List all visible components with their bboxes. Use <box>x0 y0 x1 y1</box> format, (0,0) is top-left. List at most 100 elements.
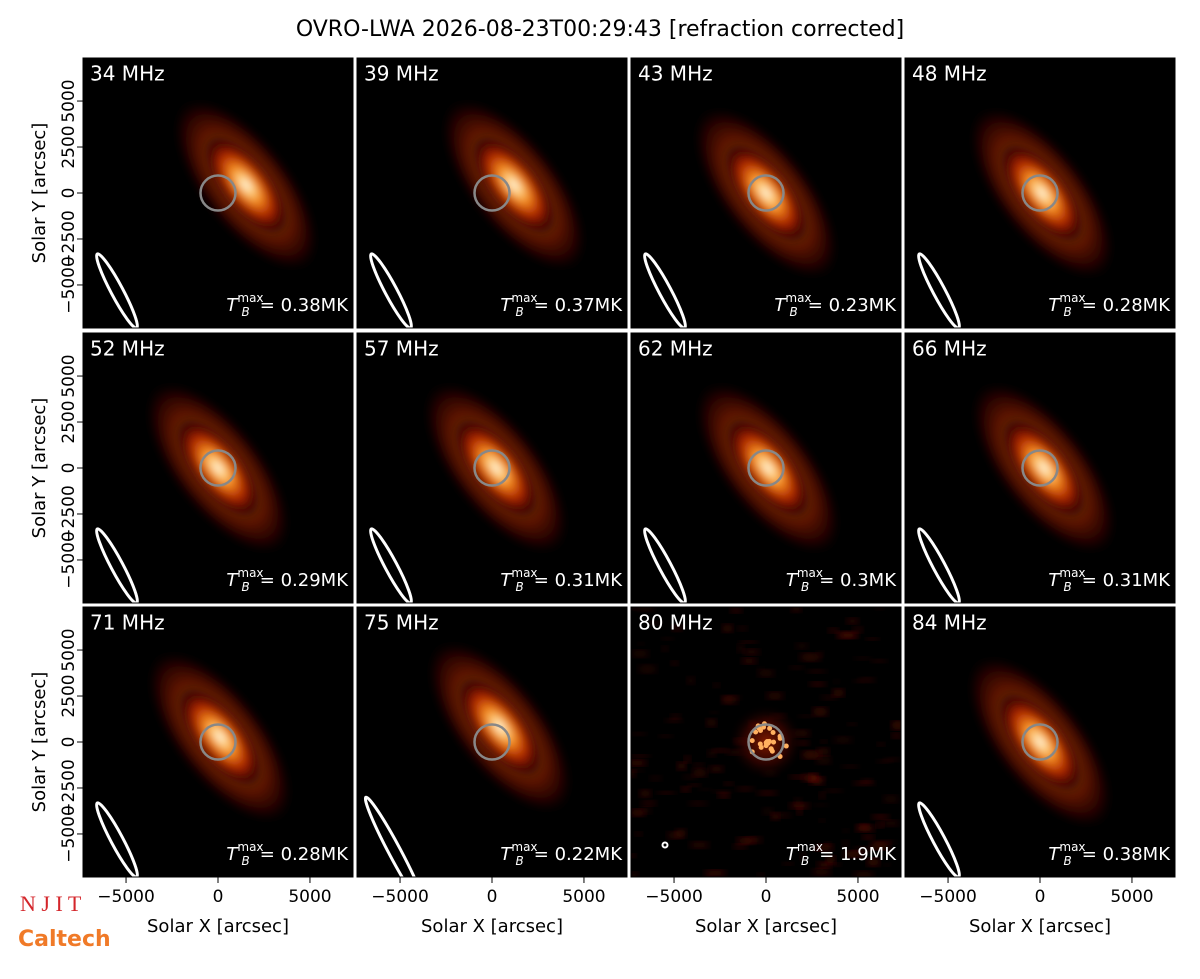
noise <box>812 707 829 717</box>
noise <box>647 620 663 625</box>
chart-title: OVRO-LWA 2026-08-23T00:29:43 [refraction… <box>296 17 904 42</box>
tmax-value: = 0.22MK <box>534 844 623 865</box>
panel <box>905 333 1175 603</box>
noise <box>709 710 719 714</box>
noise <box>876 821 885 829</box>
panel <box>631 58 901 328</box>
y-tick-label: −5000 <box>59 531 79 589</box>
beam <box>661 841 669 849</box>
noise <box>820 694 839 701</box>
noise <box>815 756 832 765</box>
emission <box>999 143 1085 243</box>
emission <box>749 738 755 744</box>
beam <box>917 527 961 603</box>
noise <box>862 834 875 840</box>
tmax-symbol: max <box>797 840 823 854</box>
tmax-value: = 0.28MK <box>260 844 349 865</box>
tmax-symbol: T <box>1048 295 1061 316</box>
y-tick-label: 5000 <box>59 628 79 671</box>
noise <box>788 665 805 670</box>
noise <box>870 658 888 663</box>
y-tick-label: −2500 <box>59 210 79 268</box>
noise <box>853 656 872 661</box>
noise <box>698 787 713 791</box>
logo: N J I T <box>20 891 82 916</box>
panel-label: 80 MHz <box>638 611 713 635</box>
noise <box>631 853 637 858</box>
x-axis-label: Solar X [arcsec] <box>421 916 563 937</box>
x-tick-label: −5000 <box>919 887 977 907</box>
tmax-value: = 0.31MK <box>534 570 623 591</box>
solar-disk <box>1021 174 1059 212</box>
noise <box>631 768 645 773</box>
solar-disk <box>747 449 785 487</box>
noise <box>789 802 810 810</box>
noise <box>692 768 708 778</box>
noise <box>842 828 850 833</box>
tmax-symbol: max <box>1059 566 1085 580</box>
y-tick-label: −5000 <box>59 256 79 314</box>
noise <box>765 692 784 700</box>
noise <box>713 682 721 688</box>
tmax-label: Tmax B = 0.38MK <box>226 291 349 319</box>
noise <box>847 722 857 727</box>
tmax-value: = 0.38MK <box>1082 844 1171 865</box>
panel-label: 34 MHz <box>90 62 165 86</box>
noise <box>828 628 839 634</box>
noise <box>806 669 827 674</box>
noise <box>743 648 760 655</box>
noise <box>640 807 652 815</box>
tmax-label: Tmax B = 0.23MK <box>774 291 897 319</box>
noise <box>834 862 843 867</box>
noise <box>819 818 826 823</box>
emission <box>770 730 776 736</box>
panel <box>83 58 353 328</box>
noise <box>820 739 828 744</box>
noise <box>809 773 818 782</box>
emission <box>175 418 261 518</box>
noise <box>793 797 803 807</box>
panel-frame <box>630 57 902 329</box>
noise <box>670 713 681 720</box>
solar-disk <box>473 723 511 761</box>
noise <box>638 789 652 798</box>
noise <box>865 637 880 641</box>
noise <box>675 828 687 838</box>
x-tick-label: 0 <box>213 887 224 907</box>
noise <box>682 774 698 780</box>
solar-disk <box>747 174 785 212</box>
solar-disk <box>199 449 237 487</box>
tmax-label: Tmax B = 0.3MK <box>786 566 897 594</box>
solar-disk <box>473 449 511 487</box>
tmax-symbol: max <box>237 840 263 854</box>
noise <box>638 664 657 674</box>
noise <box>874 839 896 845</box>
tmax-symbol: T <box>226 295 239 316</box>
tmax-symbol: B <box>790 305 798 319</box>
tmax-symbol: B <box>242 580 250 594</box>
noise <box>686 676 695 685</box>
panel <box>631 333 901 603</box>
tmax-symbol: B <box>242 305 250 319</box>
noise <box>738 640 759 644</box>
tmax-symbol: max <box>237 291 263 305</box>
panel-label: 62 MHz <box>638 337 713 361</box>
panel-frame <box>630 332 902 604</box>
tmax-symbol: max <box>1059 840 1085 854</box>
tmax-symbol: T <box>1048 844 1061 865</box>
solar-disk <box>473 174 511 212</box>
noise <box>852 679 864 683</box>
noise <box>788 774 808 780</box>
panel <box>357 333 627 603</box>
tmax-value: = 0.37MK <box>534 295 623 316</box>
tmax-symbol: T <box>786 570 799 591</box>
panel <box>357 607 627 877</box>
tmax-symbol: max <box>797 566 823 580</box>
panel <box>905 58 1175 328</box>
noise <box>823 788 844 793</box>
noise <box>631 731 647 736</box>
tmax-symbol: B <box>1064 854 1072 868</box>
tmax-value: = 0.31MK <box>1082 570 1171 591</box>
x-tick-label: 5000 <box>562 887 605 907</box>
